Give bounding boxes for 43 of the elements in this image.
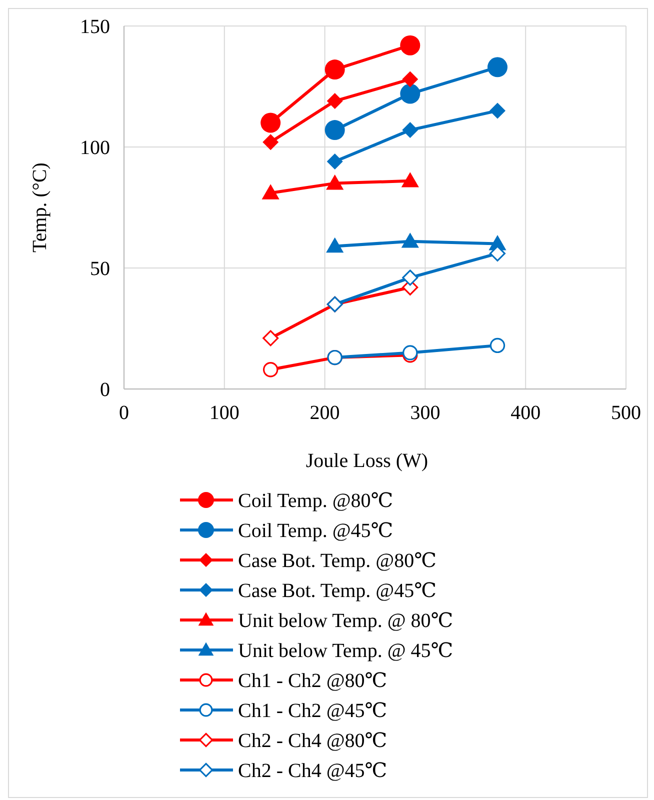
y-tick-label: 0 xyxy=(100,379,110,401)
x-tick-label: 500 xyxy=(611,402,641,424)
point xyxy=(402,122,418,138)
point xyxy=(262,362,278,378)
legend-label: Case Bot. Temp. @80℃ xyxy=(238,550,436,572)
x-tick-label: 400 xyxy=(510,402,541,424)
y-tick-label: 50 xyxy=(90,258,110,280)
legend-label: Case Bot. Temp. @45℃ xyxy=(238,580,436,602)
x-tick-label: 200 xyxy=(310,402,340,424)
point xyxy=(262,134,279,150)
point xyxy=(326,93,343,110)
point xyxy=(401,172,419,188)
legend-label: Ch2 - Ch4 @80℃ xyxy=(238,730,388,752)
legend-label: Coil Temp. @45℃ xyxy=(238,520,394,542)
x-tick-label: 0 xyxy=(119,402,129,424)
point xyxy=(489,102,506,119)
point xyxy=(400,35,420,56)
point xyxy=(400,84,420,104)
legend-label: Ch1 - Ch2 @80℃ xyxy=(238,670,388,692)
point xyxy=(490,338,506,354)
point xyxy=(260,112,281,133)
point xyxy=(402,270,418,286)
legend-label: Coil Temp. @80℃ xyxy=(238,490,394,512)
point xyxy=(326,174,344,190)
point xyxy=(262,184,280,200)
x-axis-title: Joule Loss (W) xyxy=(306,450,428,472)
x-tick-label: 100 xyxy=(209,402,240,424)
point xyxy=(324,60,345,80)
point xyxy=(326,154,343,170)
y-tick-label: 100 xyxy=(80,137,110,159)
legend-label: Ch1 - Ch2 @45℃ xyxy=(238,700,388,722)
point xyxy=(324,120,345,140)
y-tick-label: 150 xyxy=(80,16,110,38)
legend-label: Unit below Temp. @ 45℃ xyxy=(238,640,454,662)
x-tick-label: 300 xyxy=(410,402,440,424)
legend-label: Ch2 - Ch4 @45℃ xyxy=(238,760,388,782)
legend-label: Unit below Temp. @ 80℃ xyxy=(238,610,454,632)
point xyxy=(401,232,419,248)
point xyxy=(402,71,418,88)
point xyxy=(262,330,279,346)
y-axis-title: Temp. (°C) xyxy=(29,162,51,252)
point xyxy=(326,237,344,253)
point xyxy=(487,57,508,78)
